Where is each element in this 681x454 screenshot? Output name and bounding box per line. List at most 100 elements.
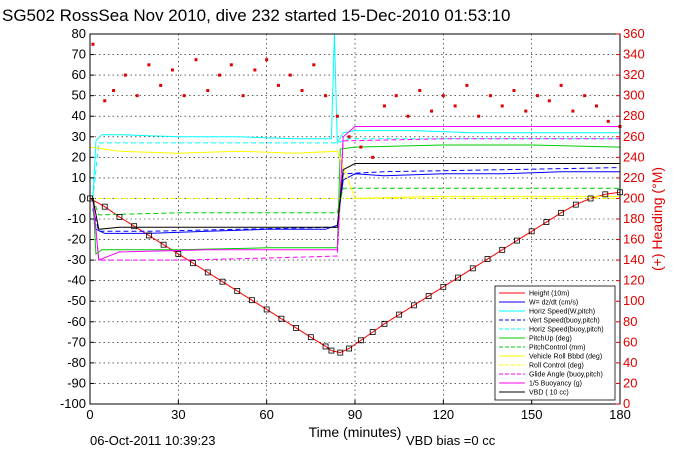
footer-vbd-bias: VBD bias =0 cc [406, 433, 496, 448]
x-tick-label: 0 [86, 407, 93, 422]
heading-point [536, 94, 540, 98]
right-tick-label: 280 [623, 108, 645, 123]
heading-point [241, 94, 245, 98]
height-marker [572, 201, 579, 208]
y-tick-label: -90 [67, 375, 86, 390]
heading-point [159, 83, 163, 87]
y-tick-label: 60 [72, 67, 86, 82]
right-tick-label: 100 [623, 293, 645, 308]
height-marker [219, 278, 226, 285]
x-tick-label: 60 [259, 407, 273, 422]
x-tick-label: 90 [348, 407, 362, 422]
heading-point [430, 109, 434, 113]
right-tick-label: 40 [623, 355, 637, 370]
y-tick-label: -80 [67, 355, 86, 370]
heading-point [206, 89, 210, 93]
y-tick-label: 80 [72, 26, 86, 41]
y-tick-label: -100 [60, 396, 86, 411]
heading-point [288, 73, 292, 77]
y-tick-label: 10 [72, 170, 86, 185]
right-tick-label: 0 [623, 396, 630, 411]
heading-point [594, 104, 598, 108]
heading-point [170, 68, 174, 72]
heading-point [453, 104, 457, 108]
heading-point [335, 114, 339, 118]
height-marker [307, 334, 314, 341]
heading-point [347, 135, 351, 139]
legend-label-2: Horiz Speed(W,pitch) [529, 309, 595, 316]
height-marker [278, 315, 285, 322]
heading-point [229, 63, 233, 67]
legend-label-1: W= dz/dt (cm/s) [529, 300, 578, 307]
legend-label-5: PitchUp (deg) [529, 336, 572, 343]
y-tick-label: -10 [67, 211, 86, 226]
height-marker [499, 246, 506, 253]
height-marker [322, 343, 329, 350]
height-marker [558, 209, 565, 216]
right-tick-label: 240 [623, 149, 645, 164]
height-marker [410, 302, 417, 309]
y-tick-label: 20 [72, 149, 86, 164]
heading-point [500, 104, 504, 108]
height-marker [357, 337, 364, 344]
right-tick-label: 180 [623, 211, 645, 226]
series-line-3 [92, 167, 621, 232]
legend-box [494, 285, 616, 401]
legend-label-6: PitchControl (mm) [529, 345, 585, 352]
heading-point [441, 94, 445, 98]
heading-point [112, 89, 116, 93]
y-tick-label: 0 [79, 190, 86, 205]
heading-point [103, 99, 107, 103]
height-marker [234, 288, 241, 294]
heading-point [382, 104, 386, 108]
right-tick-label: 60 [623, 334, 637, 349]
height-marker [101, 203, 108, 210]
height-marker [160, 241, 167, 248]
height-marker [425, 293, 432, 299]
heading-point [359, 145, 363, 149]
right-tick-label: 200 [623, 190, 645, 205]
y-tick-label: -40 [67, 273, 86, 288]
heading-point [147, 63, 151, 67]
right-tick-label: 320 [623, 67, 645, 82]
height-marker [469, 265, 476, 272]
height-marker [528, 228, 535, 235]
heading-point [477, 114, 481, 118]
tick-labels: -100-90-80-70-60-50-40-30-20-10010203040… [60, 26, 645, 422]
heading-point [465, 83, 469, 87]
y-tick-label: 50 [72, 88, 86, 103]
height-marker [346, 345, 353, 352]
right-axis-label: (+) Heading (°M) [649, 167, 665, 271]
right-tick-label: 220 [623, 170, 645, 185]
series-line-7 [89, 146, 620, 199]
right-tick-label: 160 [623, 232, 645, 247]
heading-point [253, 68, 257, 72]
right-tick-label: 120 [623, 273, 645, 288]
heading-point [276, 83, 280, 87]
legend-label-0: Height (10m) [529, 291, 569, 298]
heading-point [559, 83, 563, 87]
height-marker [337, 349, 344, 356]
height-marker [131, 223, 138, 230]
series-line-9 [92, 138, 620, 261]
x-axis-label: Time (minutes) [309, 424, 402, 440]
height-marker [293, 325, 300, 331]
height-marker [328, 347, 335, 354]
height-marker [190, 260, 196, 267]
footer-date: 06-Oct-2011 10:39:23 [90, 433, 216, 448]
y-tick-label: 70 [72, 47, 86, 62]
heading-point [300, 89, 304, 93]
heading-point [324, 94, 328, 98]
heading-point [512, 89, 516, 93]
heading-point [182, 94, 186, 98]
legend-label-11: VBD ( 10 cc) [529, 390, 569, 397]
heading-point [394, 94, 398, 98]
heading-point [371, 155, 375, 159]
x-tick-label: 120 [432, 407, 454, 422]
y-tick-label: -60 [67, 314, 86, 329]
x-tick-label: 150 [521, 407, 543, 422]
height-marker [543, 219, 550, 225]
heading-point [91, 42, 95, 46]
series-line-4 [92, 138, 620, 199]
height-marker [484, 256, 491, 262]
